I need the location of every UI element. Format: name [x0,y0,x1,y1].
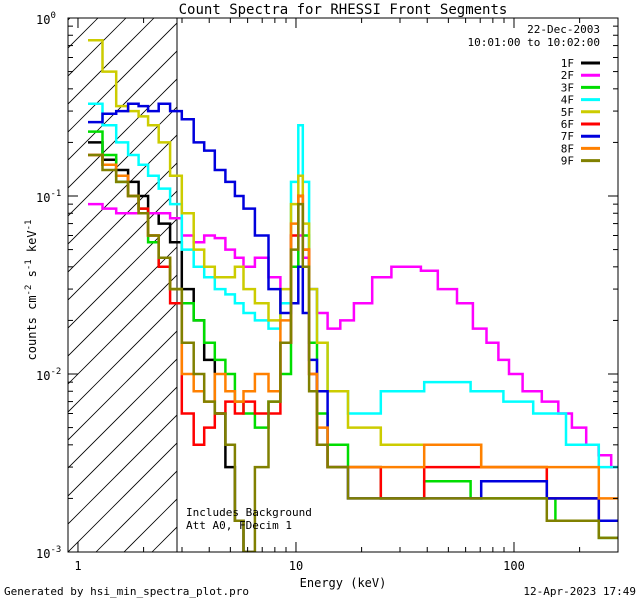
y-tick-label: 10-1 [36,189,61,205]
chart-title: Count Spectra for RHESSI Front Segments [179,2,508,18]
legend-label-5F: 5F [561,106,574,119]
hatch-line [68,22,177,133]
x-axis: 1 10 100 [74,18,619,573]
date-label: 22-Dec-2003 [527,23,600,36]
annotation-background: Includes Background [186,506,312,519]
legend-label-8F: 8F [561,142,574,155]
y-tick-exponent: -3 [50,545,61,555]
y-tick-label: 100 [36,11,56,27]
y-tick-label: 10-3 [36,545,61,561]
hatch-line [68,162,177,273]
y-tick-exponent: -1 [50,189,61,199]
hatch-line [68,106,177,217]
hatch-line [95,470,177,552]
hatch-line [68,274,177,385]
hatch-line [68,358,177,469]
hatch-line [68,18,127,77]
series-line-7F [88,102,618,522]
x-axis-label: Energy (keV) [300,576,387,590]
hatch-line [68,246,177,357]
hatch-line [68,442,177,552]
hatch-line [68,414,177,525]
plot-frame [67,17,619,553]
series-line-5F [88,38,618,522]
time-range-label: 10:01:00 to 10:02:00 [468,36,600,49]
legend-label-1F: 1F [561,57,574,70]
hatch-line [68,134,177,245]
y-axis-label: counts cm-2 s-1 keV-1 [24,220,39,361]
legend-label-2F: 2F [561,69,574,82]
series-line-9F [88,153,618,552]
footer-generated-by: Generated by hsi_min_spectra_plot.pro [4,585,249,598]
legend-label-3F: 3F [561,81,574,94]
annotation-attenuator: Att A0, FDecim 1 [186,519,292,532]
hatch-line [68,218,177,329]
y-tick-exponent: 0 [50,11,55,21]
legend-label-9F: 9F [561,155,574,168]
hatched-region [68,18,177,552]
legend-label-7F: 7F [561,130,574,143]
hatch-line [68,190,177,301]
series-group [88,38,618,552]
hatch-line [68,302,177,413]
legend-label-6F: 6F [561,118,574,131]
legend-label-4F: 4F [561,94,574,107]
series-line-3F [88,130,618,540]
x-tick-label: 1 [74,559,81,573]
series-line-1F [88,141,255,552]
y-tick-exponent: -2 [50,367,61,377]
series-line-6F [88,153,618,522]
x-tick-label: 10 [289,559,303,573]
footer-timestamp: 12-Apr-2023 17:49 [523,585,636,598]
series-line-8F [88,153,618,500]
series-line-4F [88,102,618,469]
y-tick-label: 10-2 [36,367,61,383]
hatch-line [68,386,177,497]
y-axis: 100 10-1 10-2 10-3 [36,11,618,561]
x-tick-label: 100 [503,559,525,573]
